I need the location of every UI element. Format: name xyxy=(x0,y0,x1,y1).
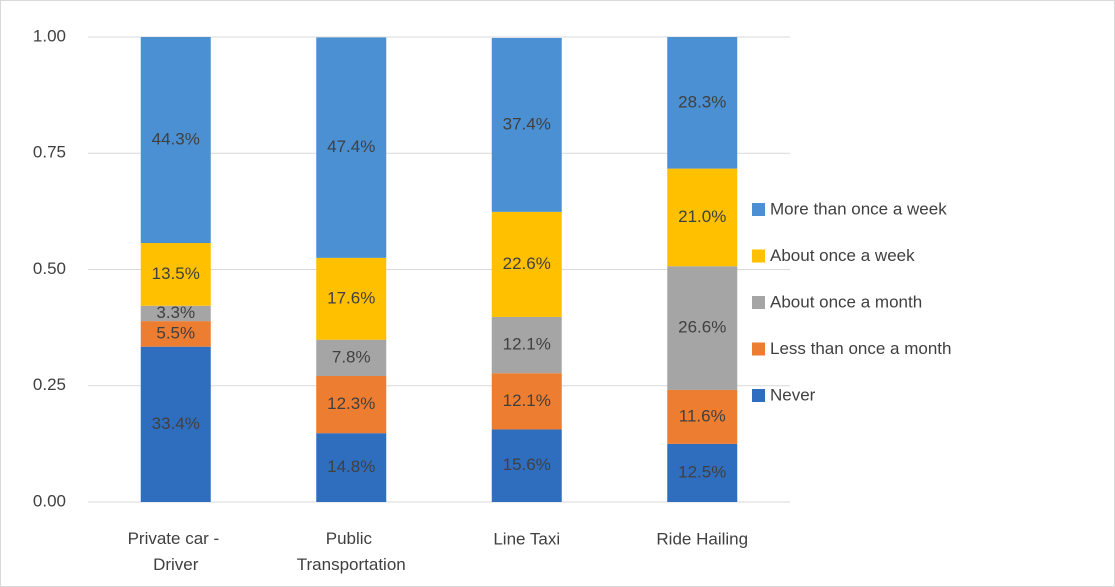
data-label: 33.4% xyxy=(152,414,200,433)
data-label: 44.3% xyxy=(152,129,200,148)
bar-segment xyxy=(140,305,211,322)
bar-segment xyxy=(667,168,738,267)
data-label: 37.4% xyxy=(503,114,551,133)
labels: 0.00 0.25 0.50 0.75 1.00 Private car - Driver… xyxy=(33,26,952,574)
x-tick-label: Line Taxi xyxy=(493,529,560,548)
bar-segment xyxy=(667,389,738,444)
legend-label: Never xyxy=(770,385,816,404)
bar-segment xyxy=(316,433,387,502)
y-tick-label: 0.50 xyxy=(33,259,66,278)
data-label: 3.3% xyxy=(156,303,195,322)
x-tick-label: Private car - Driver xyxy=(128,529,224,574)
bar-segment xyxy=(667,266,738,390)
bar-segment xyxy=(316,37,387,258)
y-tick-label: 1.00 xyxy=(33,26,66,45)
legend-swatch xyxy=(752,249,765,263)
x-tick-label: Public Transportation xyxy=(297,529,406,574)
data-label: 12.1% xyxy=(503,335,551,354)
bar-segment xyxy=(667,443,738,502)
y-tick-label: 0.00 xyxy=(33,491,66,510)
data-label: 47.4% xyxy=(327,137,375,156)
bar-segment xyxy=(316,257,387,340)
bar-segment xyxy=(140,346,211,502)
legend-label: About once a month xyxy=(770,292,922,311)
legend-swatch xyxy=(752,296,765,309)
data-label: 5.5% xyxy=(156,323,195,342)
bar-segment xyxy=(140,37,211,243)
bar-segment xyxy=(667,37,738,169)
bar-segment xyxy=(491,37,562,212)
bar-segment xyxy=(316,339,387,376)
bar-segment xyxy=(491,429,562,502)
bar-segment xyxy=(491,373,562,430)
legend-swatch xyxy=(752,203,765,216)
data-label: 26.6% xyxy=(678,318,726,337)
data-label: 12.1% xyxy=(503,391,551,410)
legend-label: More than once a week xyxy=(770,199,947,218)
data-label: 11.6% xyxy=(679,406,726,425)
data-label: 21.0% xyxy=(678,207,726,226)
bar-segment xyxy=(140,242,211,306)
data-label: 13.5% xyxy=(152,264,200,283)
data-label: 28.3% xyxy=(678,92,726,111)
bar-segment xyxy=(316,375,387,434)
data-label: 17.6% xyxy=(327,288,375,307)
y-tick-label: 0.25 xyxy=(33,375,66,394)
bar-segment xyxy=(491,211,562,317)
data-label: 12.5% xyxy=(678,462,726,481)
data-label: 12.3% xyxy=(327,394,375,413)
bars xyxy=(140,37,738,502)
x-tick-label: Ride Hailing xyxy=(656,529,748,548)
data-label: 15.6% xyxy=(503,455,551,474)
y-tick-label: 0.75 xyxy=(33,143,66,162)
legend-label: Less than once a month xyxy=(770,339,951,358)
data-label: 7.8% xyxy=(332,347,371,366)
legend-swatch xyxy=(752,342,765,356)
legend-swatch xyxy=(752,389,765,402)
bar-segment xyxy=(140,321,211,347)
bar-segment xyxy=(491,316,562,374)
data-label: 22.6% xyxy=(503,254,551,273)
legend-label: About once a week xyxy=(770,246,915,265)
data-label: 14.8% xyxy=(327,457,375,476)
